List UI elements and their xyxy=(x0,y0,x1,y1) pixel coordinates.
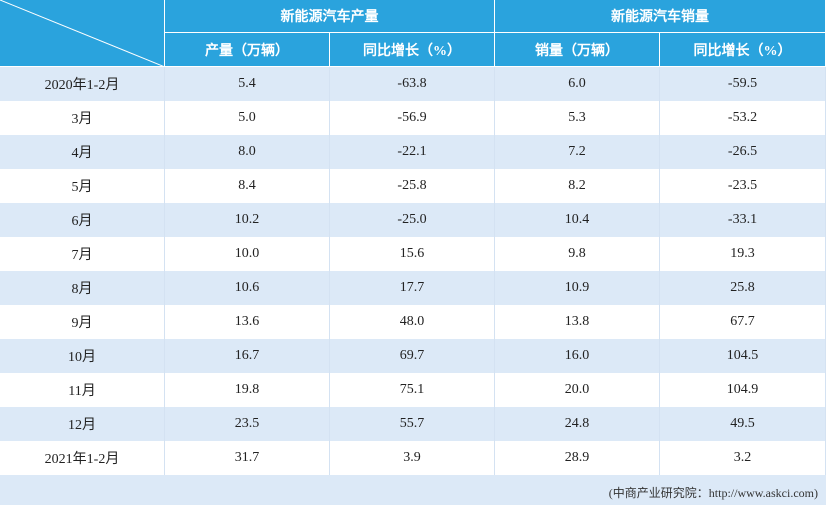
data-cell: 67.7 xyxy=(660,305,826,339)
row-label: 6月 xyxy=(0,203,165,237)
data-cell: 10.9 xyxy=(495,271,660,305)
data-cell: -25.0 xyxy=(330,203,495,237)
data-cell: 6.0 xyxy=(495,67,660,101)
column-header: 同比增长（%） xyxy=(660,33,826,67)
group-header: 新能源汽车产量 xyxy=(165,0,495,33)
data-cell: 15.6 xyxy=(330,237,495,271)
data-cell: 8.0 xyxy=(165,135,330,169)
data-cell: 13.8 xyxy=(495,305,660,339)
data-cell: 69.7 xyxy=(330,339,495,373)
data-cell: 104.5 xyxy=(660,339,826,373)
data-cell: 19.3 xyxy=(660,237,826,271)
data-cell: 75.1 xyxy=(330,373,495,407)
data-cell: 17.7 xyxy=(330,271,495,305)
data-cell: 10.2 xyxy=(165,203,330,237)
data-cell: 25.8 xyxy=(660,271,826,305)
data-cell: 7.2 xyxy=(495,135,660,169)
row-label: 9月 xyxy=(0,305,165,339)
data-cell: -22.1 xyxy=(330,135,495,169)
data-cell: 10.4 xyxy=(495,203,660,237)
data-cell: 10.0 xyxy=(165,237,330,271)
row-label: 5月 xyxy=(0,169,165,203)
data-cell: -23.5 xyxy=(660,169,826,203)
row-label: 2021年1-2月 xyxy=(0,441,165,475)
data-cell: 24.8 xyxy=(495,407,660,441)
data-cell: 55.7 xyxy=(330,407,495,441)
data-cell: 3.9 xyxy=(330,441,495,475)
data-cell: -33.1 xyxy=(660,203,826,237)
row-label: 10月 xyxy=(0,339,165,373)
data-cell: -59.5 xyxy=(660,67,826,101)
row-label: 4月 xyxy=(0,135,165,169)
data-cell: 31.7 xyxy=(165,441,330,475)
data-cell: 5.0 xyxy=(165,101,330,135)
column-header: 同比增长（%） xyxy=(330,33,495,67)
data-cell: 10.6 xyxy=(165,271,330,305)
row-label: 8月 xyxy=(0,271,165,305)
row-label: 2020年1-2月 xyxy=(0,67,165,101)
data-cell: 104.9 xyxy=(660,373,826,407)
row-label: 3月 xyxy=(0,101,165,135)
corner-cell xyxy=(0,0,165,67)
data-cell: 16.7 xyxy=(165,339,330,373)
data-cell: -56.9 xyxy=(330,101,495,135)
data-cell: 20.0 xyxy=(495,373,660,407)
data-cell: 3.2 xyxy=(660,441,826,475)
column-header: 销量（万辆） xyxy=(495,33,660,67)
data-cell: 19.8 xyxy=(165,373,330,407)
data-cell: -26.5 xyxy=(660,135,826,169)
data-cell: 16.0 xyxy=(495,339,660,373)
data-cell: 8.4 xyxy=(165,169,330,203)
data-cell: 5.3 xyxy=(495,101,660,135)
data-cell: 5.4 xyxy=(165,67,330,101)
data-cell: 23.5 xyxy=(165,407,330,441)
row-label: 12月 xyxy=(0,407,165,441)
data-cell: 48.0 xyxy=(330,305,495,339)
column-header: 产量（万辆） xyxy=(165,33,330,67)
data-cell: -53.2 xyxy=(660,101,826,135)
data-cell: -63.8 xyxy=(330,67,495,101)
row-label: 11月 xyxy=(0,373,165,407)
data-cell: 49.5 xyxy=(660,407,826,441)
diagonal xyxy=(0,0,165,67)
data-cell: 28.9 xyxy=(495,441,660,475)
group-header: 新能源汽车销量 xyxy=(495,0,826,33)
data-cell: 8.2 xyxy=(495,169,660,203)
data-cell: 9.8 xyxy=(495,237,660,271)
data-cell: 13.6 xyxy=(165,305,330,339)
data-cell: -25.8 xyxy=(330,169,495,203)
row-label: 7月 xyxy=(0,237,165,271)
source-note: (中商产业研究院：http://www.askci.com) xyxy=(608,486,818,500)
footer xyxy=(0,475,826,505)
